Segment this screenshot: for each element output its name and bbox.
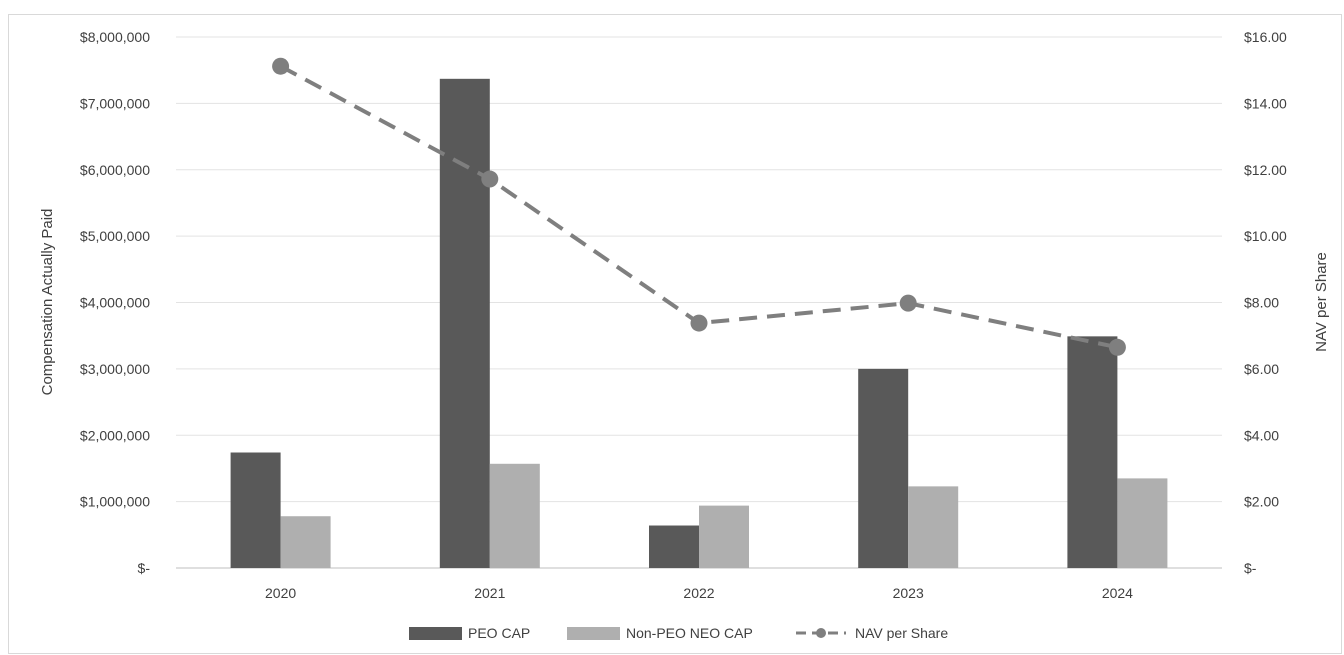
- bars: [230, 78, 1168, 568]
- y-tick-label: $-: [138, 560, 151, 576]
- y-axis-title: Compensation Actually Paid: [39, 209, 56, 396]
- nav-line: [272, 57, 1126, 356]
- y-tick-label: $6,000,000: [80, 162, 150, 178]
- legend-label-peo-cap: PEO CAP: [468, 625, 530, 641]
- x-tick-label: 2024: [1102, 585, 1133, 601]
- y2-tick-label: $4.00: [1244, 427, 1279, 443]
- y2-tick-label: $16.00: [1244, 29, 1287, 45]
- right-axis-ticks: $- $2.00 $4.00 $6.00 $8.00 $10.00 $12.00 $14.00…: [1244, 29, 1287, 576]
- y-tick-label: $1,000,000: [80, 494, 150, 510]
- y2-tick-label: $6.00: [1244, 361, 1279, 377]
- legend-label-non-peo-neo-cap: Non-PEO NEO CAP: [626, 625, 753, 641]
- legend-label-nav-per-share: NAV per Share: [855, 625, 948, 641]
- bar-peo-cap: [1067, 336, 1118, 568]
- y-tick-label: $8,000,000: [80, 29, 150, 45]
- y-tick-label: $7,000,000: [80, 95, 150, 111]
- y-tick-label: $2,000,000: [80, 427, 150, 443]
- y2-tick-label: $10.00: [1244, 228, 1287, 244]
- bar-peo-cap: [858, 368, 909, 568]
- y-tick-label: $4,000,000: [80, 295, 150, 311]
- bar-non-peo-neo-cap: [489, 463, 540, 568]
- bar-non-peo-neo-cap: [280, 516, 331, 568]
- x-tick-label: 2021: [474, 585, 505, 601]
- legend-swatch-nav-marker: [816, 628, 826, 638]
- nav-per-share-point: [1108, 338, 1126, 356]
- y2-axis-title: NAV per Share: [1313, 252, 1330, 352]
- y-tick-label: $5,000,000: [80, 228, 150, 244]
- y2-tick-label: $12.00: [1244, 162, 1287, 178]
- y2-tick-label: $-: [1244, 560, 1257, 576]
- left-axis-ticks: $- $1,000,000 $2,000,000 $3,000,000 $4,000,0…: [80, 29, 150, 576]
- x-axis-ticks: 2020 2021 2022 2023 2024: [265, 585, 1133, 601]
- bar-peo-cap: [439, 78, 490, 568]
- y2-tick-label: $2.00: [1244, 494, 1279, 510]
- x-tick-label: 2023: [893, 585, 924, 601]
- bar-non-peo-neo-cap: [908, 486, 959, 568]
- legend: PEO CAP Non-PEO NEO CAP NAV per Share: [409, 625, 948, 641]
- x-tick-label: 2022: [683, 585, 714, 601]
- nav-per-share-point: [481, 170, 499, 188]
- legend-swatch-non-peo-neo-cap: [567, 627, 620, 640]
- bar-non-peo-neo-cap: [1117, 478, 1168, 568]
- x-tick-label: 2020: [265, 585, 296, 601]
- y-tick-label: $3,000,000: [80, 361, 150, 377]
- bar-peo-cap: [230, 452, 281, 568]
- gridlines: [176, 36, 1222, 569]
- legend-swatch-peo-cap: [409, 627, 462, 640]
- nav-per-share-point: [899, 294, 917, 312]
- y2-tick-label: $14.00: [1244, 95, 1287, 111]
- nav-per-share-line: [279, 64, 1118, 350]
- nav-per-share-point: [272, 57, 290, 75]
- y2-tick-label: $8.00: [1244, 295, 1279, 311]
- bar-non-peo-neo-cap: [699, 505, 749, 568]
- nav-per-share-point: [690, 314, 708, 332]
- bar-peo-cap: [649, 525, 699, 568]
